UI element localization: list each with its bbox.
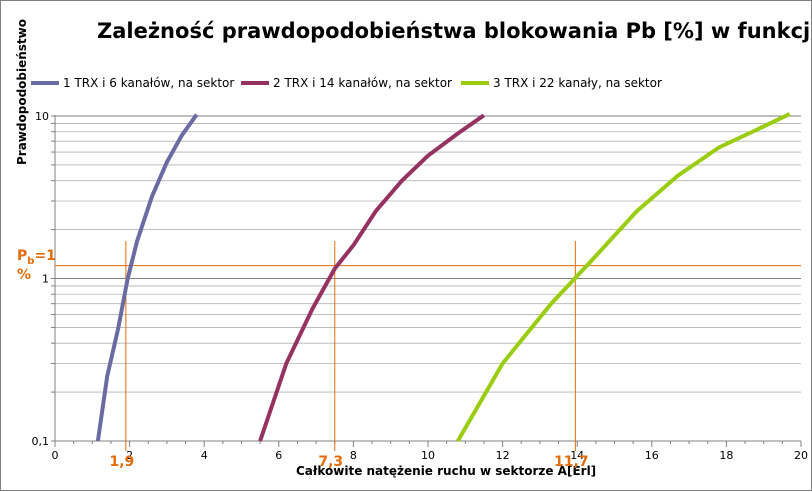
reference-hline-label-line2: % [17,267,31,283]
legend: 1 TRX i 6 kanałów, na sektor 2 TRX i 14 k… [31,76,662,90]
reference-vline-label: 1,9 [109,454,134,470]
series-line-1 [95,113,199,442]
x-tick-label: 16 [645,449,659,462]
legend-item-3: 3 TRX i 22 kanały, na sektor [461,76,662,90]
legend-item-2: 2 TRX i 14 kanałów, na sektor [241,76,452,90]
x-tick-label: 4 [201,449,208,462]
axes: 10 1 0,10 2 4 6 8 10 12 14 16 18 20 [32,110,809,462]
series-group [95,112,791,443]
y-axis-title: Prawdopodobieństwo [15,19,29,165]
legend-label: 1 TRX i 6 kanałów, na sektor [63,76,234,90]
y-tick-label: 1 [42,273,49,286]
legend-label: 3 TRX i 22 kanały, na sektor [493,76,662,90]
reference-hline-label: Pb=1 [17,248,56,267]
x-tick-label: 6 [275,449,282,462]
y-tick-label: 10 [35,110,49,123]
series-line-2 [258,113,486,442]
x-tick-label: 8 [350,449,357,462]
chart-title: Zależność prawdopodobieństwa blokowania … [97,19,812,43]
legend-item-1: 1 TRX i 6 kanałów, na sektor [31,76,234,90]
legend-label: 2 TRX i 14 kanałów, na sektor [273,76,452,90]
reference-vline-label: 7,3 [318,454,343,470]
annotations [55,241,801,451]
x-tick-label: 10 [421,449,435,462]
x-tick-label: 14 [570,449,584,462]
reference-vline-label: 11,7 [554,454,589,470]
y-tick-label: 0,1 [32,435,50,448]
annotation-labels: 1,9 7,3 11,7 Pb=1% [17,248,589,470]
series-line-3 [456,112,791,443]
x-tick-label: 20 [794,449,808,462]
x-tick-label: 18 [719,449,733,462]
x-tick-label: 0 [52,449,59,462]
x-tick-label: 2 [126,449,133,462]
x-axis-title: Całkowite natężenie ruchu w sektorze A[E… [296,464,596,478]
x-tick-label: 12 [496,449,510,462]
